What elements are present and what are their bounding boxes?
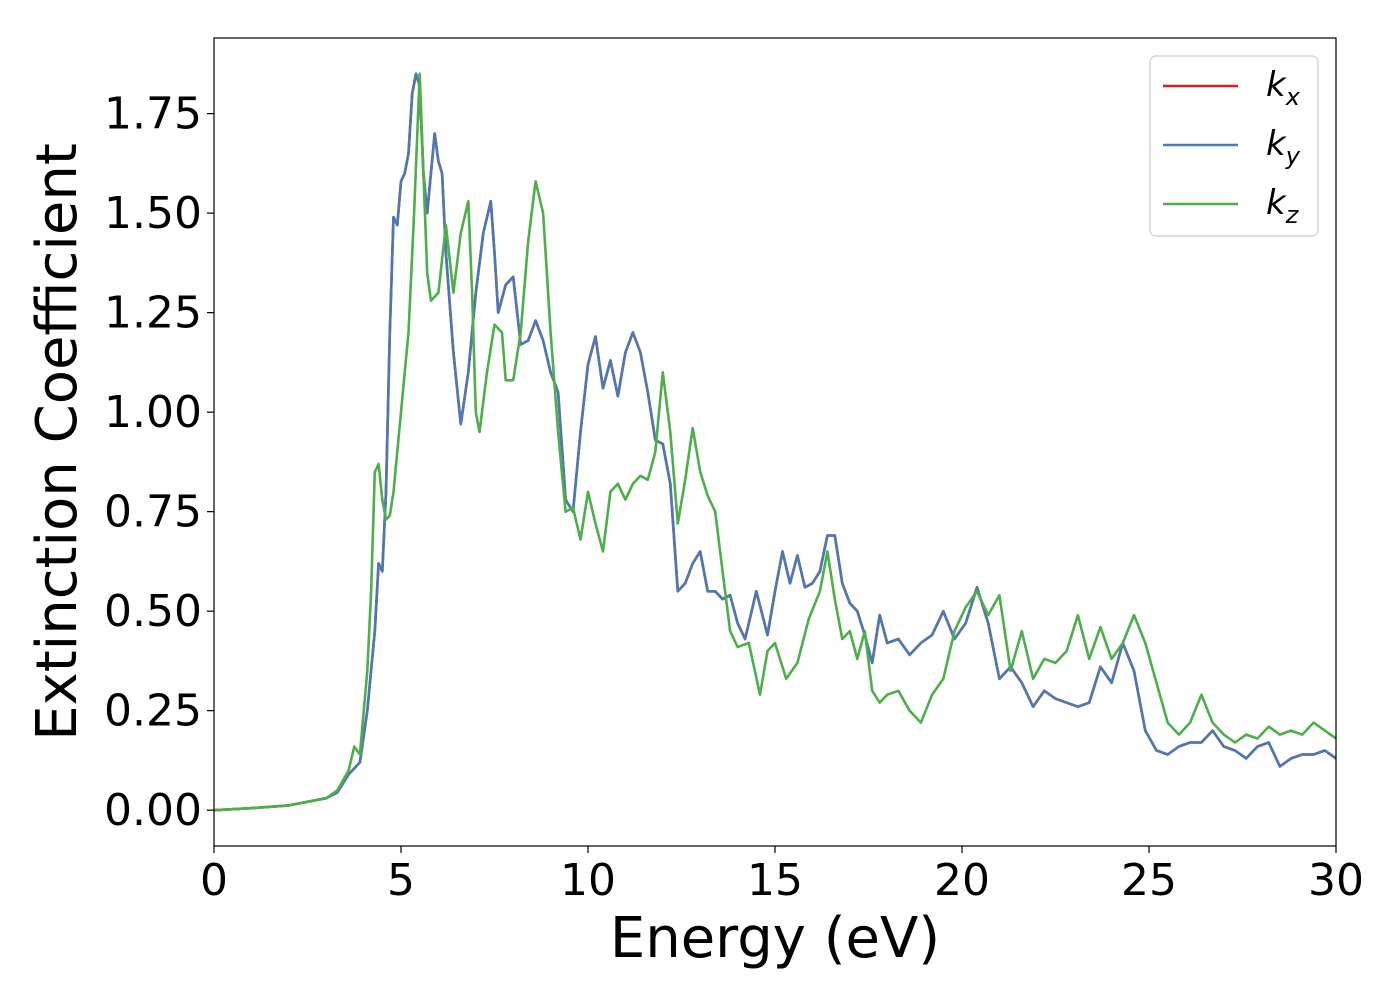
- legend-label-k-y: ky: [1266, 124, 1301, 170]
- legend-label-k-x: kx: [1266, 65, 1301, 111]
- y-tick-label: 0.25: [104, 686, 202, 737]
- x-tick-label: 20: [934, 855, 990, 906]
- x-tick-label: 10: [560, 855, 616, 906]
- ticks-layer: 0 5 10 15 20 25 30 0.00 0.25 0.50 0.75 1.00 1.25 1.50…: [104, 89, 1364, 906]
- y-axis-title: Extinction Coefficient: [25, 143, 90, 741]
- legend-label-k-z: kz: [1266, 183, 1300, 229]
- series-line-k-z: [214, 72, 1336, 812]
- y-tick-label: 1.00: [104, 387, 202, 438]
- series-layer: [214, 72, 1336, 812]
- x-tick-label: 5: [387, 855, 415, 906]
- y-tick-label: 1.25: [104, 288, 202, 339]
- y-tick-label: 1.50: [104, 188, 202, 239]
- x-tick-label: 30: [1308, 855, 1364, 906]
- x-tick-label: 25: [1121, 855, 1177, 906]
- y-tick-label: 1.75: [104, 89, 202, 140]
- x-tick-label: 15: [747, 855, 803, 906]
- y-tick-label: 0.50: [104, 586, 202, 637]
- legend: kx ky kz: [1149, 55, 1319, 237]
- y-tick-label: 0.00: [104, 785, 202, 836]
- x-tick-label: 0: [200, 855, 228, 906]
- y-tick-label: 0.75: [104, 487, 202, 538]
- x-axis-title: Energy (eV): [610, 906, 940, 971]
